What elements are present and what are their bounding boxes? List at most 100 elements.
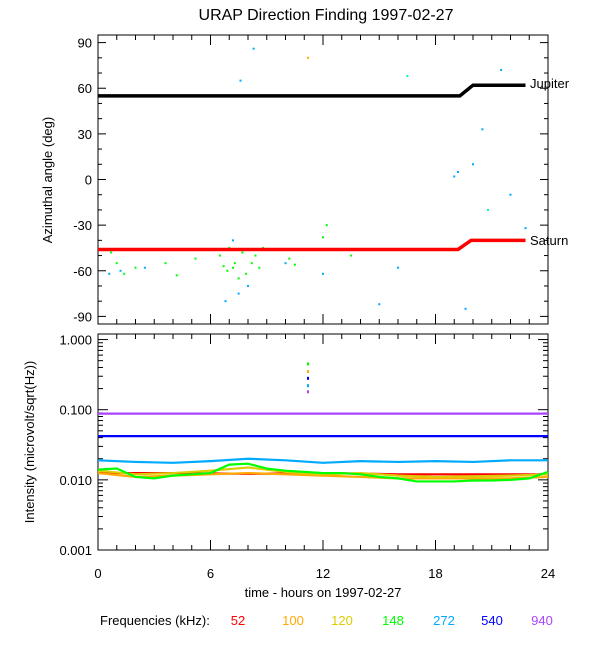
x-tick-label: 12 — [316, 566, 330, 581]
direction-point — [378, 303, 381, 306]
y-tick-label: -90 — [73, 309, 92, 324]
legend-frequency-940: 940 — [531, 613, 553, 628]
intensity-line-120 — [97, 466, 549, 479]
direction-point — [524, 227, 527, 230]
direction-point — [250, 262, 253, 265]
direction-point — [224, 300, 227, 303]
intensity-line-272 — [97, 457, 548, 464]
direction-point — [325, 224, 328, 227]
direction-x-ticks — [97, 35, 549, 324]
direction-point — [481, 128, 484, 131]
x-tick-label: 6 — [207, 566, 214, 581]
x-tick-label: 24 — [541, 566, 555, 581]
direction-point — [232, 266, 234, 269]
direction-point — [143, 266, 146, 269]
intensity-x-ticks: 0 6 12 18 24 — [94, 334, 555, 581]
direction-point — [108, 272, 111, 275]
direction-point — [307, 56, 309, 59]
y-tick-label: 0 — [85, 173, 92, 188]
intensity-spike-point — [307, 390, 309, 394]
direction-point — [241, 251, 244, 254]
legend-frequency-148: 148 — [382, 613, 404, 628]
direction-point — [453, 175, 456, 178]
direction-point — [509, 193, 512, 196]
intensity-y-label: Intensity (microvolt/sqrt(Hz)) — [22, 361, 37, 524]
direction-point — [397, 266, 399, 269]
jupiter-direction-line — [98, 83, 526, 98]
chart-title: URAP Direction Finding 1997-02-27 — [199, 7, 454, 24]
direction-point — [322, 236, 324, 239]
intensity-line-148 — [97, 462, 549, 483]
saturn-label: Saturn — [530, 233, 568, 248]
legend-frequency-540: 540 — [481, 613, 503, 628]
x-tick-label: 0 — [94, 566, 101, 581]
log-tick-label: 1.000 — [59, 333, 92, 348]
legend-prefix: Frequencies (kHz): — [100, 613, 210, 628]
direction-point — [472, 163, 474, 166]
y-tick-label: -60 — [73, 264, 92, 279]
direction-y-ticks: 90 60 30 0 -30 -60 -90 — [73, 36, 548, 324]
y-tick-label: 90 — [78, 36, 92, 51]
direction-point — [232, 239, 234, 242]
direction-point — [115, 262, 118, 265]
direction-point — [322, 272, 324, 275]
direction-y-label: Azimuthal angle (deg) — [40, 117, 55, 243]
direction-point — [226, 269, 229, 272]
log-tick-label: 0.010 — [59, 473, 92, 488]
y-tick-label: 30 — [78, 127, 92, 142]
direction-point — [245, 272, 248, 275]
x-axis-label: time - hours on 1997-02-27 — [245, 585, 402, 600]
direction-point — [487, 208, 489, 211]
legend-frequency-272: 272 — [433, 613, 455, 628]
intensity-spike-point — [307, 384, 309, 388]
direction-point — [123, 272, 126, 275]
direction-point — [233, 262, 236, 265]
direction-panel: 90 60 30 0 -30 -60 -90 Azimuthal angle (deg) J… — [40, 34, 570, 325]
direction-point — [406, 75, 409, 78]
intensity-spike-point — [307, 376, 309, 380]
intensity-y-ticks: 1.000 0.100 0.010 0.001 — [59, 333, 548, 558]
direction-point — [464, 307, 467, 310]
direction-scatter — [108, 47, 527, 310]
y-tick-label: 60 — [78, 81, 92, 96]
direction-point — [119, 269, 122, 272]
intensity-spike-point — [307, 370, 309, 374]
direction-point — [350, 254, 353, 257]
direction-point — [134, 266, 137, 269]
direction-point — [288, 257, 291, 260]
intensity-spike-point — [307, 362, 309, 366]
direction-point — [239, 79, 242, 82]
log-tick-label: 0.001 — [59, 543, 92, 558]
x-tick-label: 18 — [428, 566, 442, 581]
legend-frequency-100: 100 — [282, 613, 304, 628]
direction-point — [252, 47, 255, 50]
direction-point — [284, 262, 287, 265]
intensity-series — [97, 362, 549, 483]
legend-frequency-52: 52 — [231, 613, 245, 628]
direction-plot-frame — [97, 34, 549, 325]
direction-lines — [98, 83, 526, 252]
legend-frequency-120: 120 — [331, 613, 353, 628]
direction-point — [293, 263, 296, 266]
direction-point — [194, 257, 197, 260]
intensity-panel: 1.000 0.100 0.010 0.001 0 6 12 18 24 Intensity … — [22, 333, 555, 600]
log-tick-label: 0.100 — [59, 403, 92, 418]
frequency-legend: Frequencies (kHz): 52 100 120 148 272 540 940 — [100, 613, 553, 628]
direction-point — [457, 170, 459, 173]
saturn-direction-line — [98, 238, 526, 252]
direction-point — [247, 284, 249, 287]
direction-point — [258, 266, 261, 269]
direction-point — [237, 277, 240, 280]
direction-point — [500, 68, 503, 71]
direction-point — [110, 251, 113, 254]
y-tick-label: -30 — [73, 218, 92, 233]
direction-point — [164, 262, 167, 265]
direction-point — [222, 265, 225, 268]
direction-point — [254, 254, 257, 257]
direction-point — [218, 254, 221, 257]
intensity-plot-frame — [97, 333, 549, 551]
direction-point — [175, 274, 178, 277]
jupiter-label: Jupiter — [530, 76, 570, 91]
direction-point — [237, 292, 240, 295]
